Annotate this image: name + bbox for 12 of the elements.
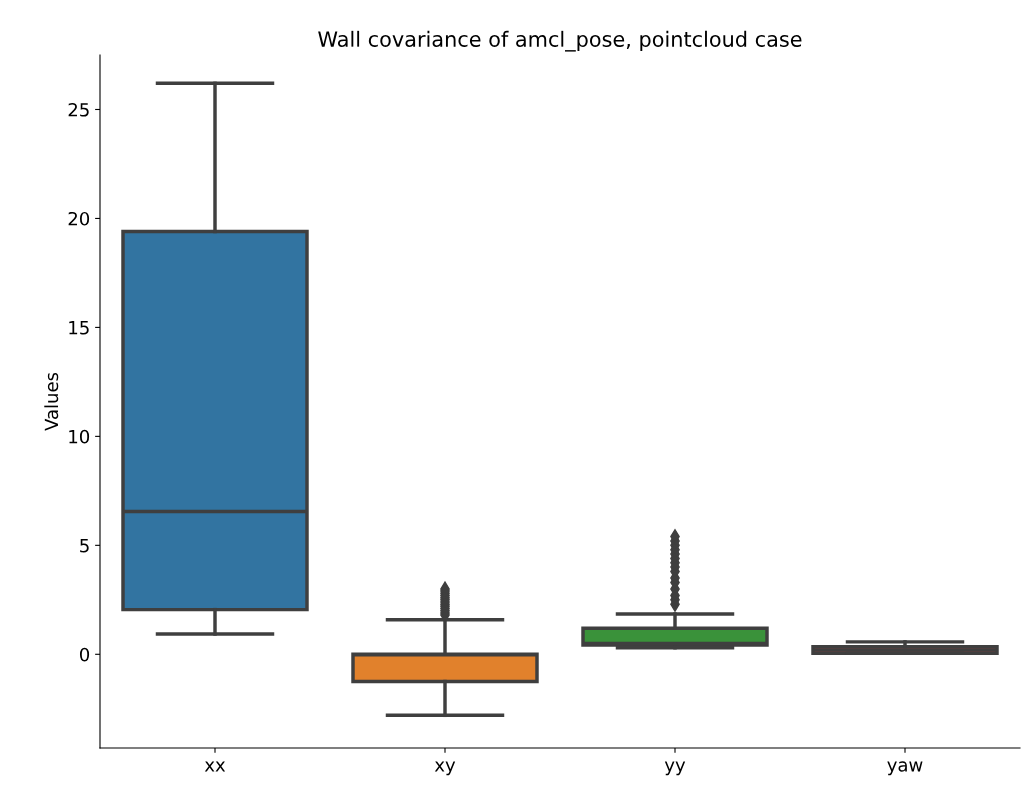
x-tick-label: yaw <box>887 761 923 776</box>
x-tick-label: xy <box>434 761 456 776</box>
y-tick-label: 0 <box>79 647 90 662</box>
y-axis-title: Values <box>44 372 59 431</box>
chart-title: Wall covariance of amcl_pose, pointcloud case <box>318 30 802 52</box>
y-tick-label: 10 <box>69 429 90 444</box>
x-tick-label: xx <box>204 761 226 772</box>
y-tick-label: 20 <box>68 211 90 226</box>
x-tick-label: yy <box>664 761 686 776</box>
y-tick-label: 5 <box>80 539 89 553</box>
y-tick-label: 25 <box>68 102 89 117</box>
y-tick-label: 15 <box>69 321 89 335</box>
